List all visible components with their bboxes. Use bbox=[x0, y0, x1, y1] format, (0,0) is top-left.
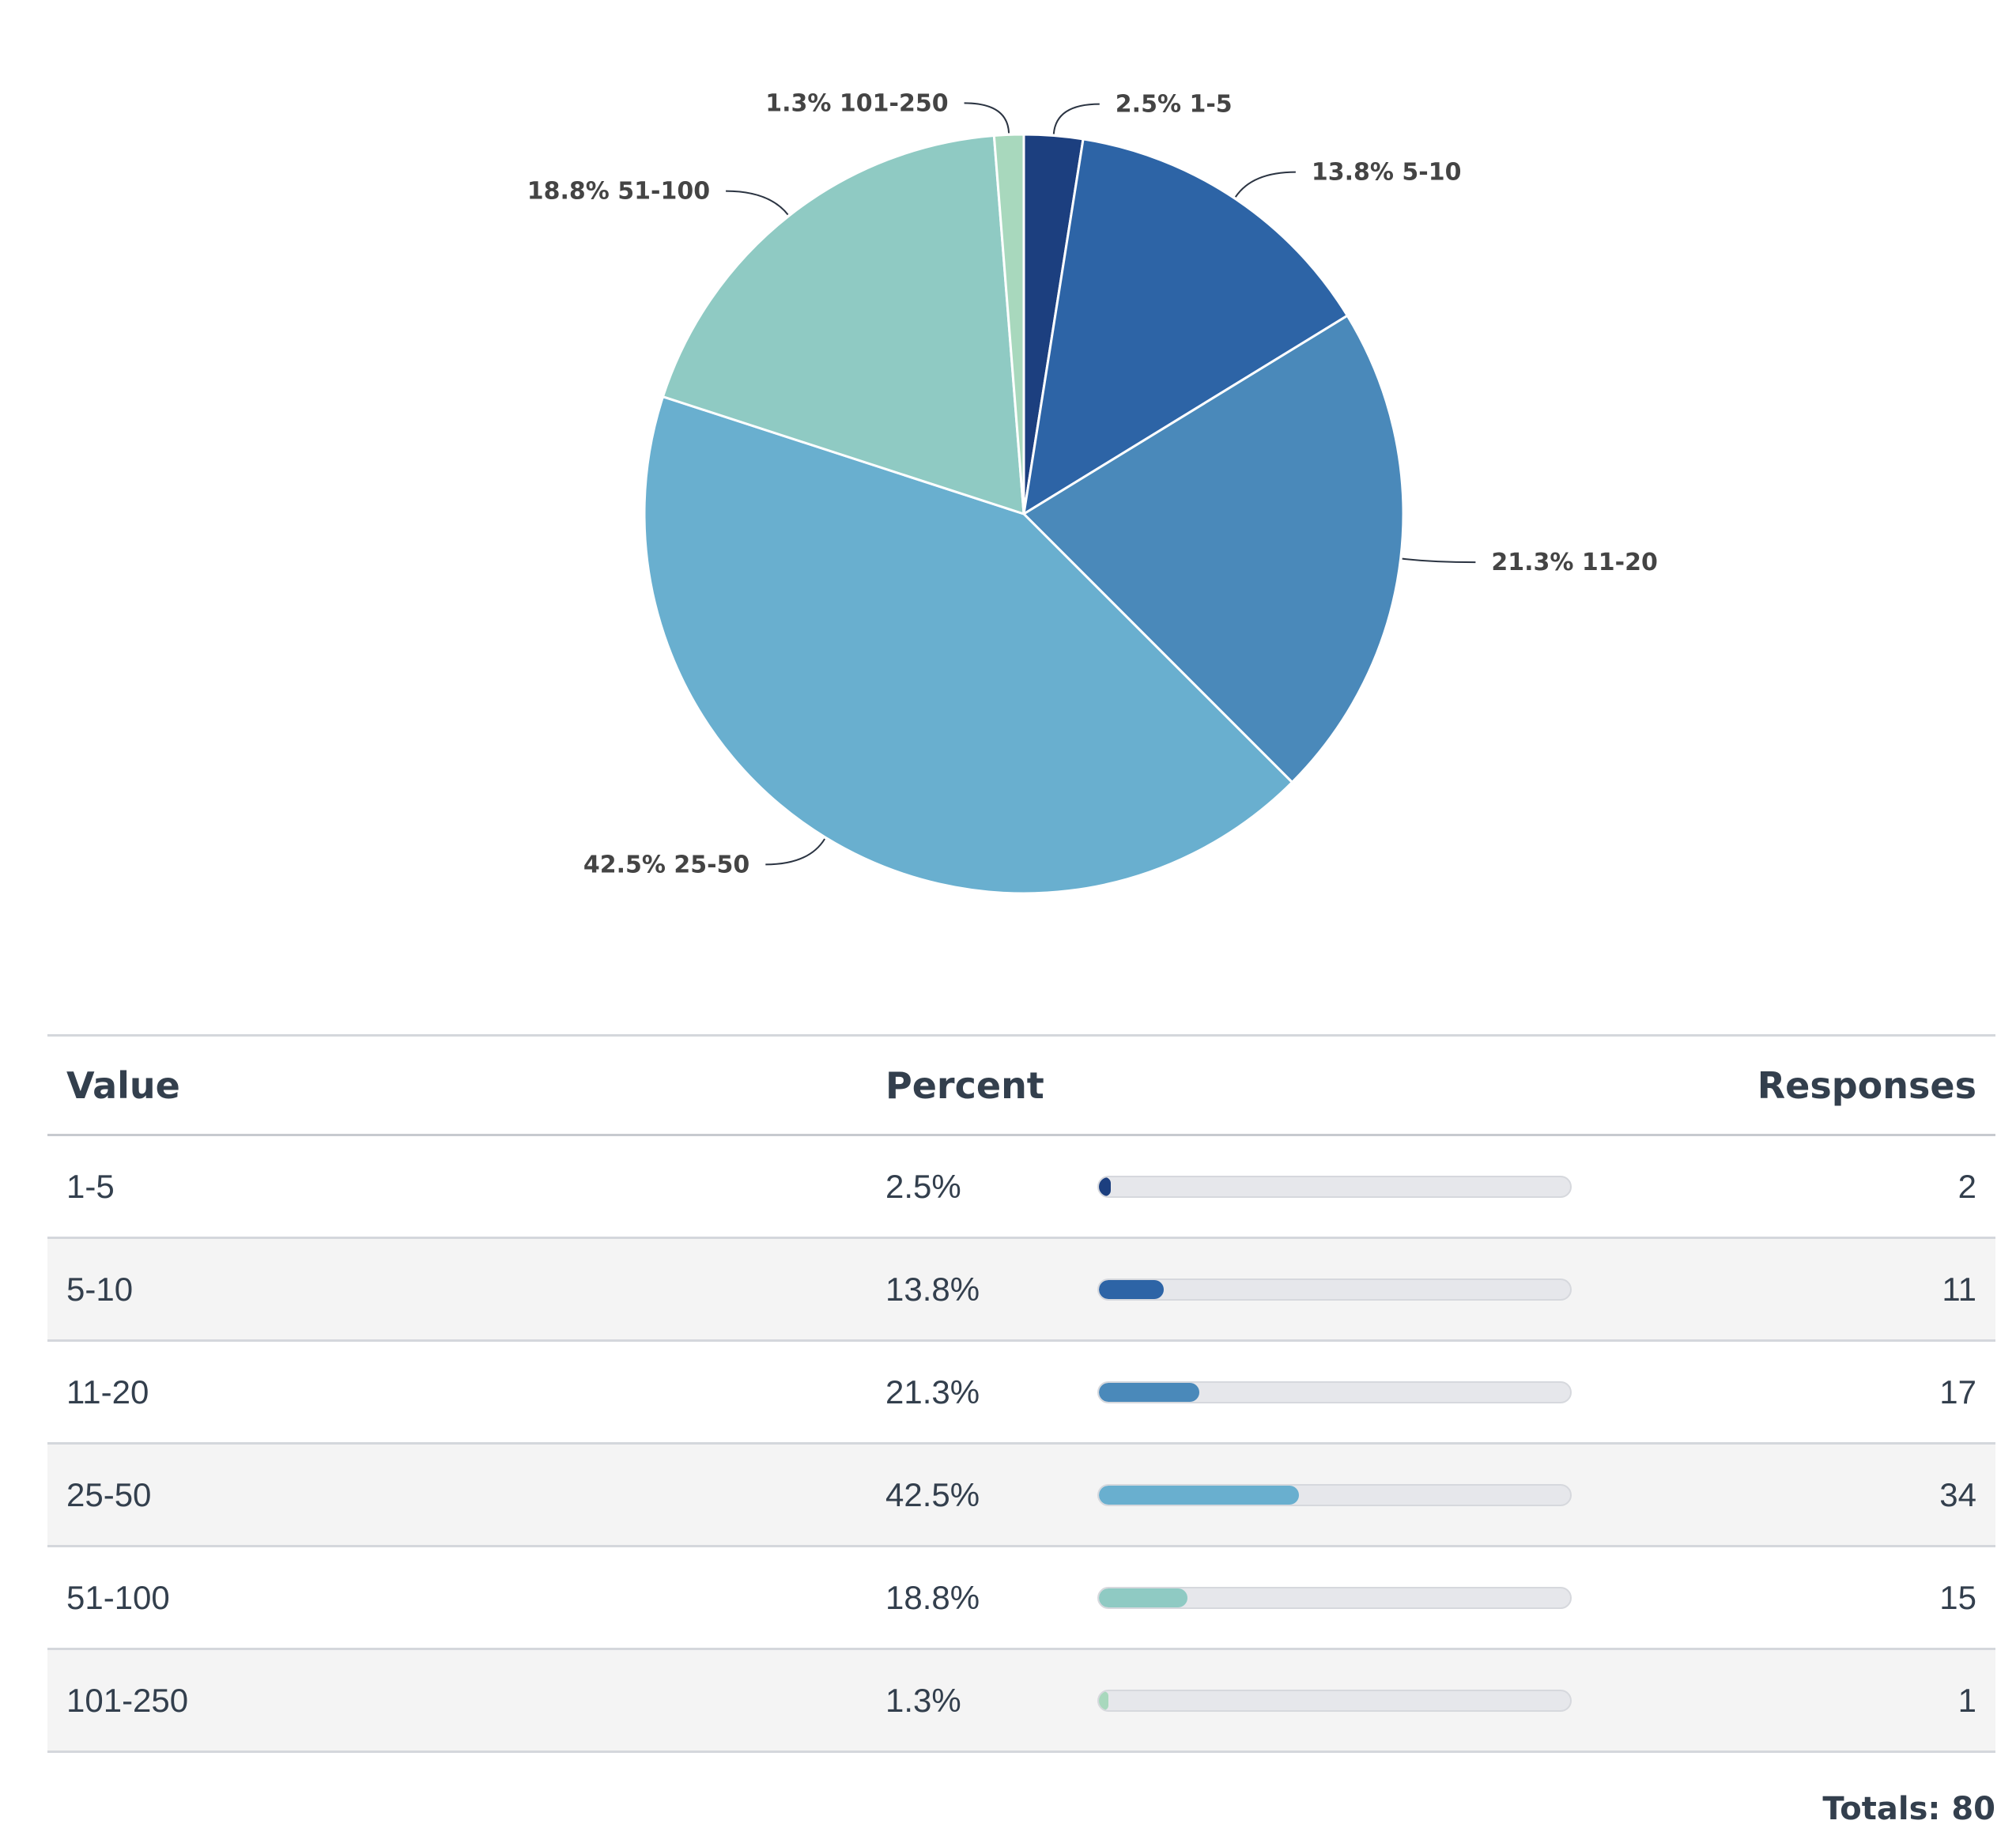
percent-bar-fill bbox=[1099, 1485, 1300, 1505]
row-bar-cell bbox=[1078, 1649, 1576, 1752]
pie-data-label: 1.3% 101-250 bbox=[765, 89, 948, 117]
percent-bar-fill bbox=[1099, 1279, 1164, 1299]
percent-column-header: Percent bbox=[885, 1063, 1044, 1107]
pie-label-connector bbox=[1052, 103, 1100, 134]
row-percent: 18.8% bbox=[885, 1578, 980, 1616]
row-bar-cell bbox=[1078, 1238, 1576, 1341]
percent-bar-track bbox=[1097, 1483, 1572, 1506]
percent-bar-fill bbox=[1099, 1382, 1199, 1402]
pie-label-connector bbox=[1402, 557, 1476, 564]
pie-slice-25-50 bbox=[643, 395, 1294, 895]
row-responses: 15 bbox=[1939, 1578, 1976, 1616]
table-header-row: Value Percent Responses bbox=[47, 1035, 1995, 1135]
pie-slice-5-10 bbox=[1022, 138, 1350, 516]
percent-bar-track bbox=[1097, 1689, 1572, 1712]
pie-chart: 2.5% 1-5 13.8% 5-10 21.3% 11-20 42.5% 25-50… bbox=[527, 89, 1658, 895]
bar-column-header bbox=[1078, 1036, 1576, 1135]
row-responses: 17 bbox=[1939, 1373, 1976, 1411]
row-value: 11-20 bbox=[66, 1373, 149, 1411]
pie-data-label: 21.3% 11-20 bbox=[1491, 549, 1657, 576]
row-percent: 42.5% bbox=[885, 1475, 980, 1513]
table-row: 1-5 2.5% 2 bbox=[47, 1135, 1995, 1238]
value-column-header: Value bbox=[66, 1063, 180, 1107]
table-row: 51-100 18.8% 15 bbox=[47, 1547, 1995, 1649]
row-bar-cell bbox=[1078, 1341, 1576, 1444]
row-bar-cell bbox=[1078, 1547, 1576, 1649]
pie-label-connector bbox=[765, 838, 826, 866]
percent-bar-fill bbox=[1099, 1588, 1187, 1607]
row-value: 5-10 bbox=[66, 1270, 134, 1308]
pie-data-label: 18.8% 51-100 bbox=[527, 178, 710, 206]
percent-bar-fill bbox=[1099, 1176, 1111, 1196]
row-bar-cell bbox=[1078, 1444, 1576, 1547]
percent-bar-track bbox=[1097, 1175, 1572, 1198]
row-responses: 1 bbox=[1957, 1681, 1976, 1719]
row-percent: 1.3% bbox=[885, 1681, 961, 1719]
pie-slice-101-250 bbox=[992, 133, 1025, 515]
pie-label-connector bbox=[1234, 171, 1296, 198]
table-row: 11-20 21.3% 17 bbox=[47, 1341, 1995, 1444]
row-percent: 2.5% bbox=[885, 1167, 961, 1205]
row-value: 101-250 bbox=[66, 1681, 189, 1719]
table-row: 5-10 13.8% 11 bbox=[47, 1237, 1995, 1341]
row-responses: 2 bbox=[1957, 1167, 1976, 1205]
pie-data-label: 2.5% 1-5 bbox=[1116, 91, 1233, 119]
row-responses: 34 bbox=[1939, 1475, 1976, 1513]
percent-bar-track bbox=[1097, 1586, 1572, 1609]
percent-bar-track bbox=[1097, 1380, 1572, 1403]
row-value: 1-5 bbox=[66, 1167, 115, 1205]
pie-slice-11-20 bbox=[1021, 314, 1405, 784]
row-value: 25-50 bbox=[66, 1475, 152, 1513]
pie-data-label: 42.5% 25-50 bbox=[583, 851, 749, 878]
row-responses: 11 bbox=[1942, 1270, 1976, 1308]
pie-label-connector bbox=[726, 190, 789, 216]
table-row: 25-50 42.5% 34 bbox=[47, 1443, 1995, 1547]
totals-label: Totals: 80 bbox=[1822, 1791, 1995, 1827]
responses-column-header: Responses bbox=[1757, 1063, 1976, 1107]
pie-label-connector bbox=[964, 102, 1010, 134]
results-table: Value Percent Responses 1-5 2.5% 2 5-10 13.8… bbox=[47, 1034, 1995, 1753]
row-percent: 21.3% bbox=[885, 1373, 980, 1411]
percent-bar-fill bbox=[1099, 1690, 1108, 1710]
pie-data-label: 13.8% 5-10 bbox=[1312, 159, 1462, 187]
row-bar-cell bbox=[1078, 1135, 1576, 1238]
row-value: 51-100 bbox=[66, 1578, 170, 1616]
table-row: 101-250 1.3% 1 bbox=[47, 1649, 1995, 1752]
pie-slice-51-100 bbox=[661, 134, 1025, 516]
percent-bar-track bbox=[1097, 1278, 1572, 1301]
row-percent: 13.8% bbox=[885, 1270, 980, 1308]
